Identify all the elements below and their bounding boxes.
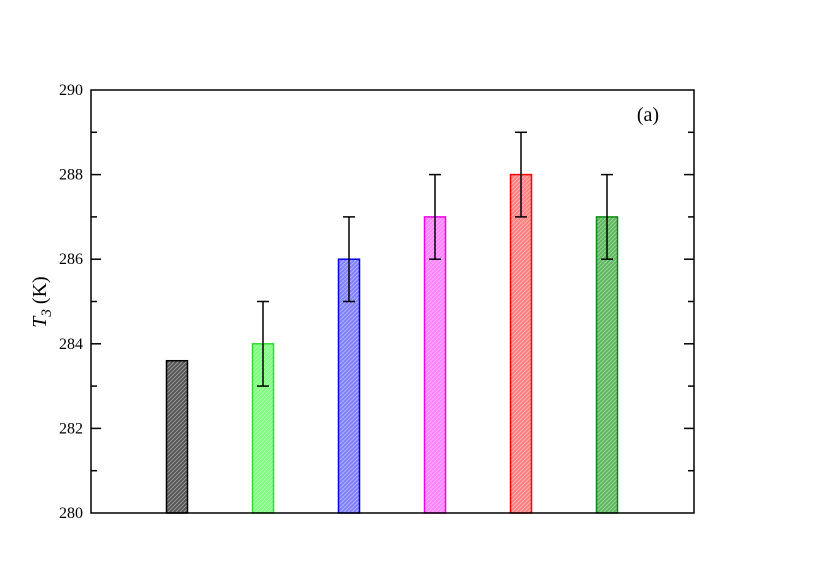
y-tick-label: 290 (59, 82, 83, 99)
y-tick-label: 288 (59, 167, 83, 184)
y-axis-tick-labels: 280 282 284 286 288 290 (59, 82, 83, 522)
error-bar-2 (257, 300, 269, 387)
bar-4 (423, 216, 447, 514)
error-bar-4 (429, 173, 441, 260)
error-bars-layer (257, 131, 613, 387)
y-axis-label-subscript: 3 (39, 309, 55, 318)
bars-layer (165, 173, 619, 514)
error-bar-5 (515, 131, 527, 218)
y-axis-ticks (91, 131, 694, 472)
bar-5 (509, 173, 533, 514)
error-bar-6 (601, 173, 613, 260)
bar-1 (165, 359, 189, 514)
y-tick-label: 282 (59, 420, 83, 437)
y-axis-label-symbol: T (29, 315, 51, 328)
bar-6 (595, 216, 619, 514)
y-tick-label: 284 (59, 336, 83, 353)
y-axis-label-unit: (K) (29, 276, 51, 309)
y-tick-label: 280 (59, 505, 83, 522)
y-tick-label: 286 (59, 251, 83, 268)
panel-label: (a) (637, 104, 659, 126)
y-axis-label: T3 (K) (29, 276, 55, 327)
error-bar-3 (343, 216, 355, 303)
